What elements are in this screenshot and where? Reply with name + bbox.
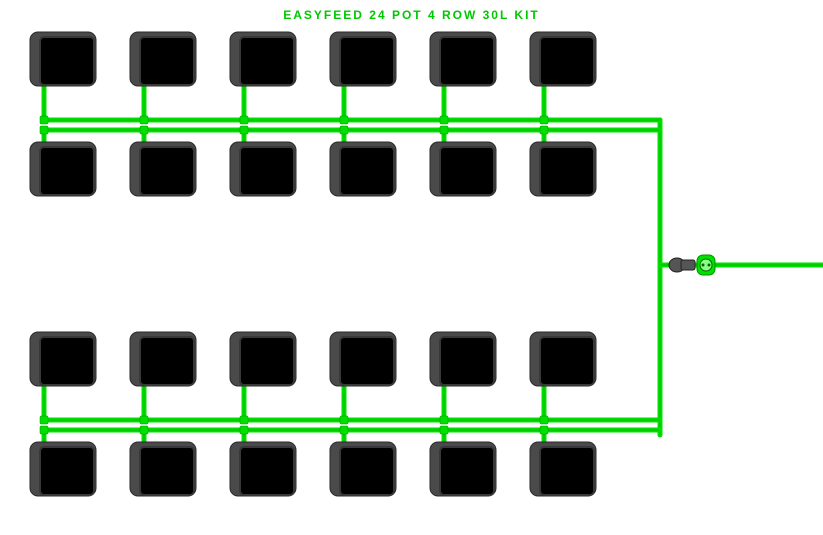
diagram-canvas: EASYFEED 24 POT 4 ROW 30L KIT xyxy=(0,0,823,530)
diagram-title: EASYFEED 24 POT 4 ROW 30L KIT xyxy=(0,8,823,22)
piping-diagram xyxy=(0,0,823,530)
